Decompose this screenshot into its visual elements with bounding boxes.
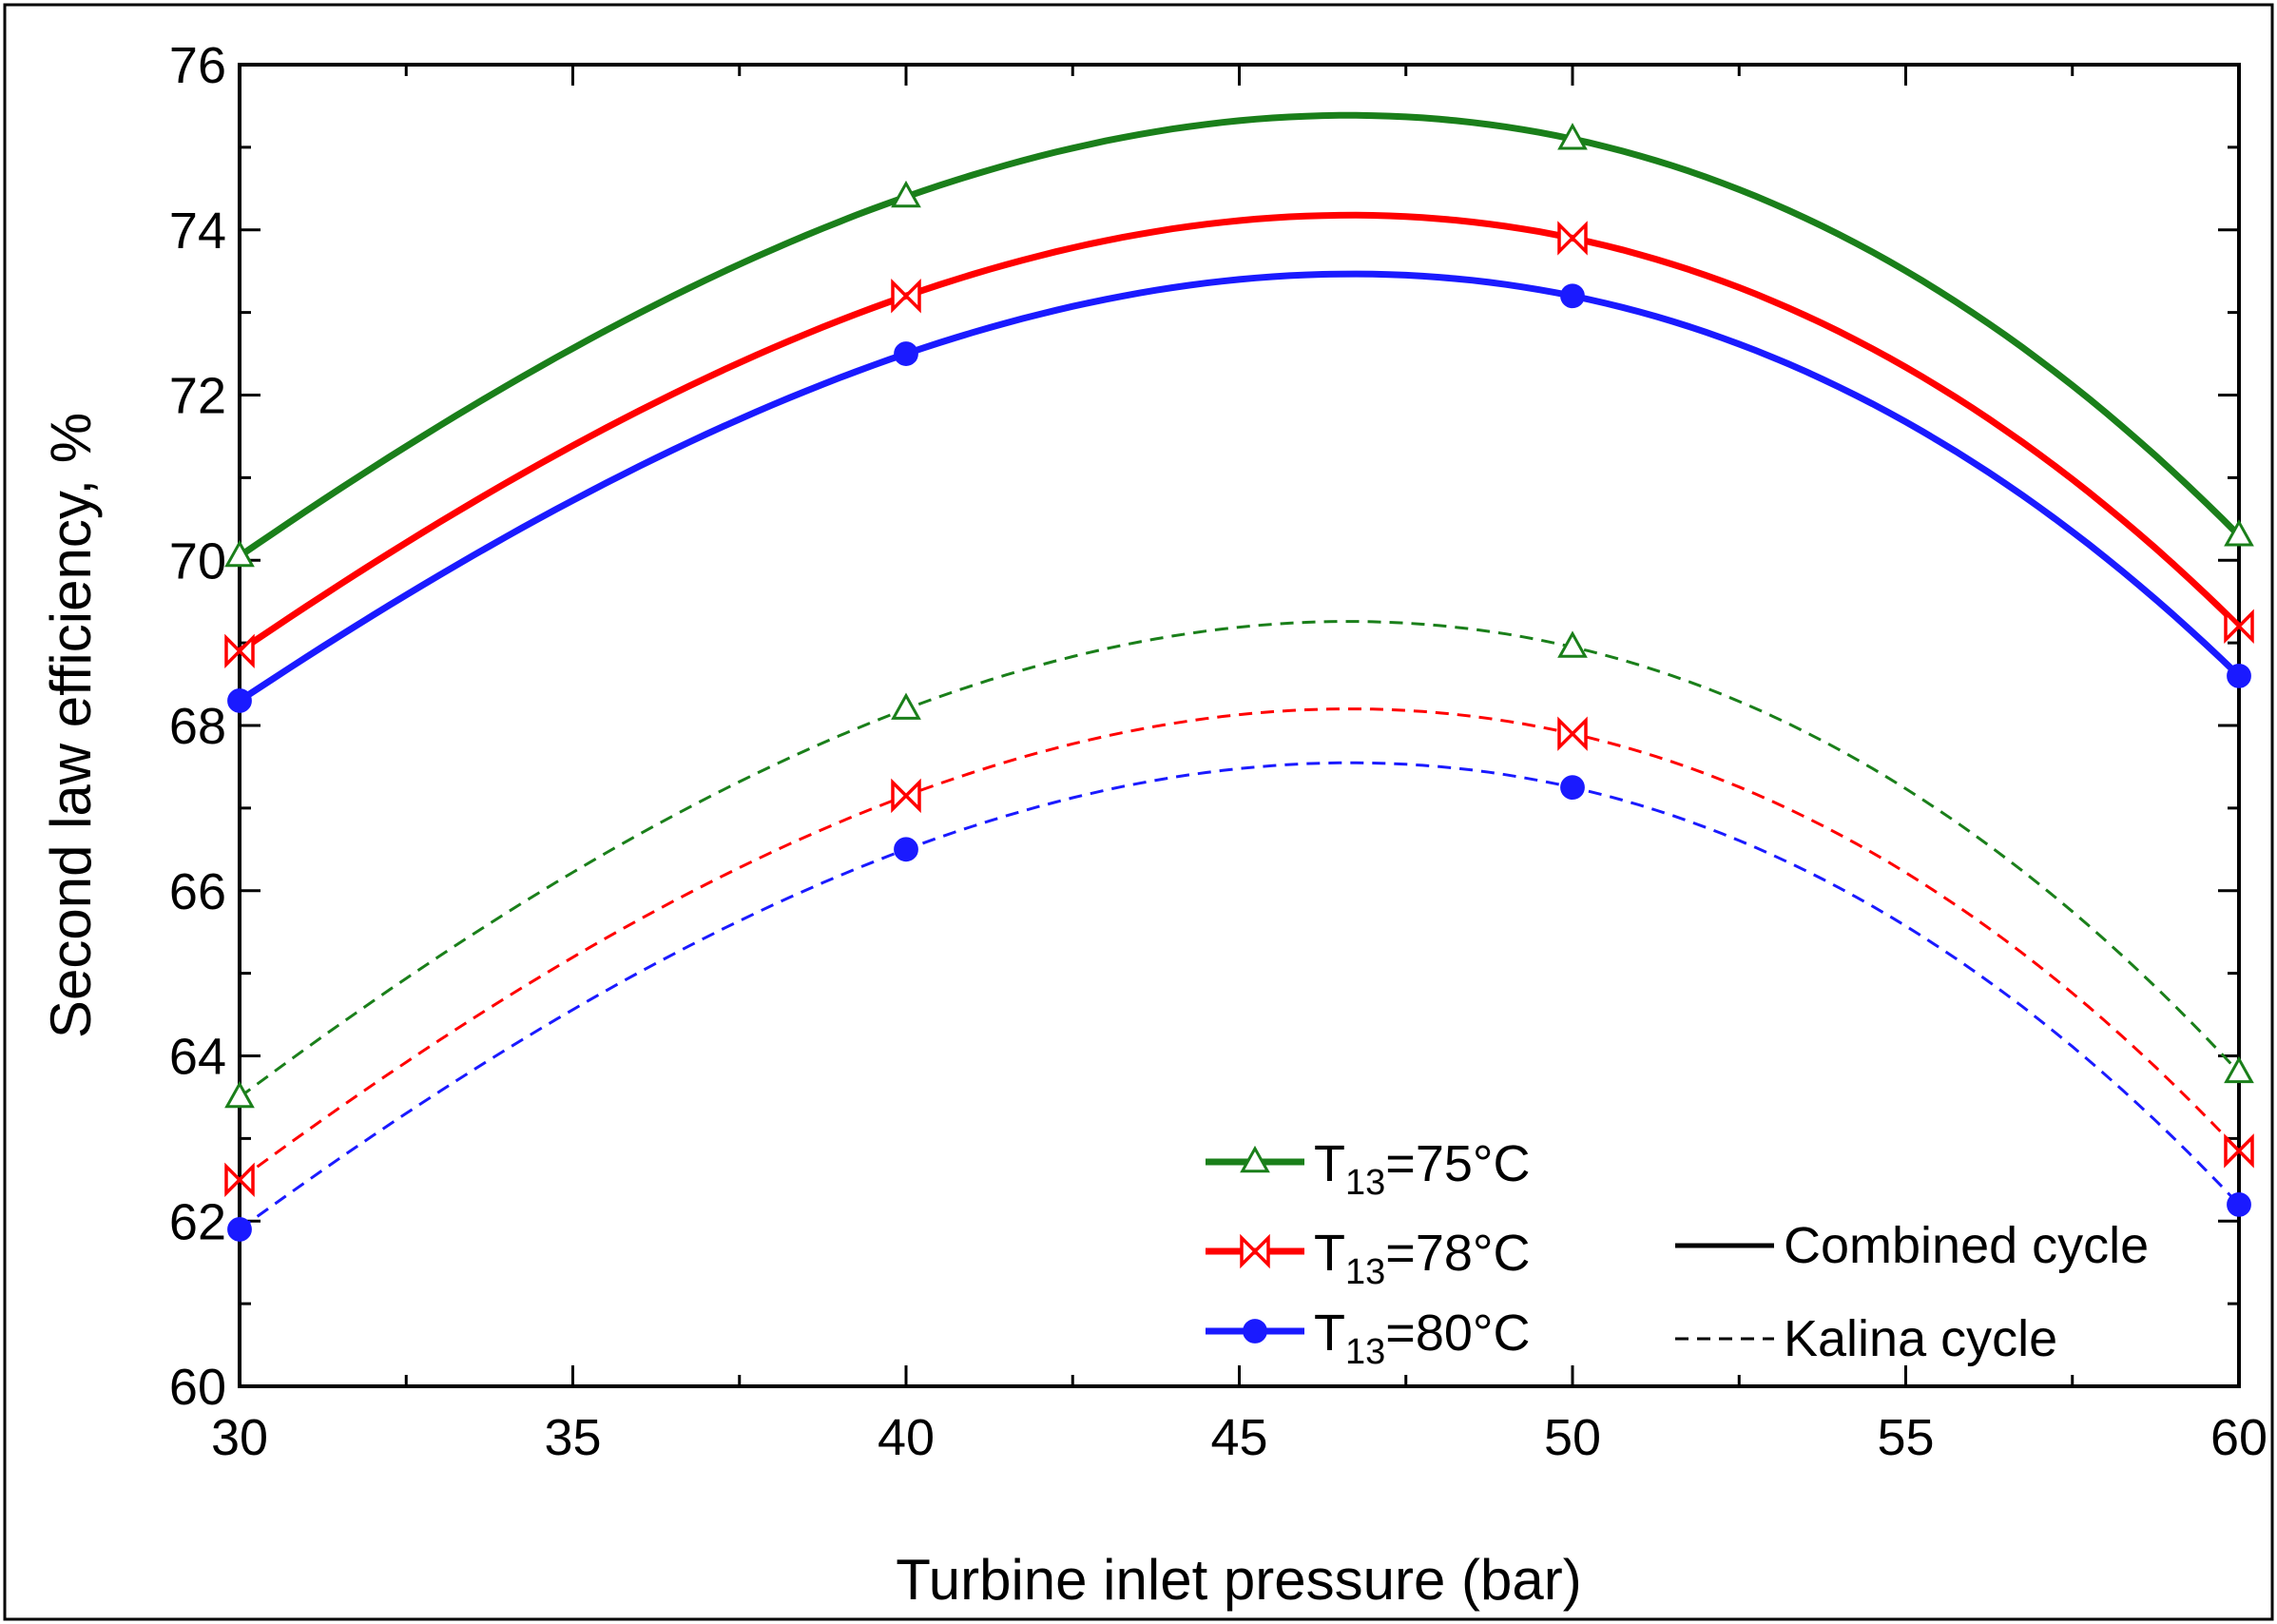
series-line-T78-kalina (239, 707, 2241, 1182)
x-tick-label: 50 (1544, 1409, 1601, 1466)
legend-cycle-label: Kalina cycle (1784, 1310, 2057, 1367)
x-tick-label: 45 (1210, 1409, 1267, 1466)
triangle-marker (891, 692, 921, 720)
bowtie-marker (891, 279, 921, 314)
circle-marker (1560, 283, 1585, 309)
y-tick-label: 76 (169, 37, 226, 94)
triangle-marker (224, 539, 255, 568)
triangle-marker (224, 1080, 255, 1109)
circle-marker (1560, 775, 1585, 801)
series-line-T75-kalina (239, 620, 2241, 1099)
y-tick-label: 66 (169, 863, 226, 920)
y-tick-label: 70 (169, 532, 226, 590)
y-tick-label: 62 (169, 1193, 226, 1250)
figure-border (3, 3, 2274, 1621)
legend: T13=75°C T13=78°C T13=80°C Combined cycle K… (1206, 1135, 2149, 1372)
bowtie-marker (2224, 1133, 2254, 1169)
bowtie-marker (1240, 1233, 1270, 1269)
triangle-marker (2224, 1055, 2254, 1084)
x-tick-label: 30 (211, 1409, 268, 1466)
x-axis-title: Turbine inlet pressure (bar) (896, 1548, 1581, 1612)
circle-marker (1243, 1319, 1267, 1344)
bowtie-marker (1557, 221, 1588, 256)
y-tick-label: 68 (169, 698, 226, 755)
bowtie-marker (2224, 609, 2254, 644)
circle-marker (2227, 1191, 2251, 1217)
series-line-T80-kalina (239, 761, 2241, 1231)
y-tick-label: 60 (169, 1359, 226, 1416)
series-lines (238, 111, 2242, 1231)
x-tick-label: 55 (1877, 1409, 1934, 1466)
y-axis-title: Second law efficiency, % (39, 413, 103, 1038)
triangle-marker (1557, 123, 1588, 150)
series-line-T75-combined (238, 111, 2242, 559)
bowtie-marker (1557, 716, 1588, 751)
legend-label: T13=80°C (1314, 1305, 1530, 1372)
plot-frame (238, 63, 2241, 1388)
x-tick-label: 60 (2210, 1409, 2267, 1466)
bowtie-marker (224, 1162, 255, 1198)
x-tick-label: 40 (878, 1409, 935, 1466)
circle-marker (894, 341, 918, 366)
series-line-T78-combined (238, 211, 2242, 654)
circle-marker (227, 1217, 252, 1242)
series-markers (224, 123, 2254, 1242)
legend-label: T13=75°C (1314, 1135, 1530, 1203)
circle-marker (227, 688, 252, 713)
triangle-marker (891, 180, 921, 208)
y-tick-label: 74 (169, 203, 226, 260)
tick-labels: 30 35 40 45 50 55 60 60 62 64 66 68 70 72 74 76 (169, 37, 2267, 1466)
axis-ticks (238, 63, 2241, 1388)
bowtie-marker (224, 633, 255, 669)
triangle-marker (1557, 630, 1588, 658)
series-line-T80-combined (238, 270, 2242, 704)
circle-marker (894, 837, 918, 862)
y-tick-label: 64 (169, 1029, 226, 1086)
y-tick-label: 72 (169, 368, 226, 425)
circle-marker (2227, 663, 2251, 688)
legend-label: T13=78°C (1314, 1225, 1530, 1292)
legend-cycle-label: Combined cycle (1784, 1217, 2149, 1274)
triangle-marker (1240, 1145, 1270, 1173)
triangle-marker (2224, 519, 2254, 547)
bowtie-marker (891, 778, 921, 814)
x-tick-label: 35 (544, 1409, 601, 1466)
